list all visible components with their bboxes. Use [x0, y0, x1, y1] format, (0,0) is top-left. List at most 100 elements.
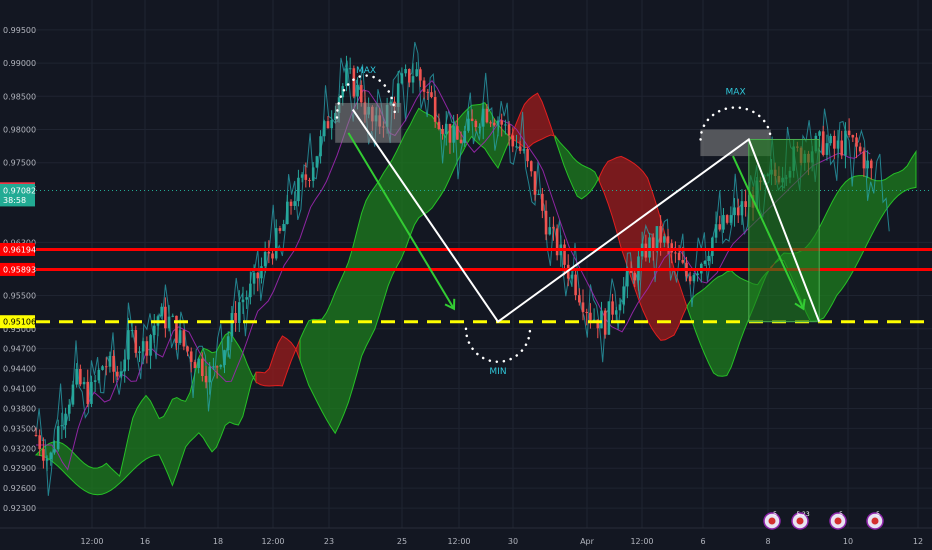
candle-bearish — [459, 139, 463, 143]
candle-bearish — [201, 358, 204, 377]
candle-bearish — [422, 80, 426, 92]
price-tick-label: 0.93200 — [3, 444, 36, 453]
candle-bullish — [626, 270, 629, 287]
candle-bearish — [611, 301, 614, 315]
candle-bullish — [319, 136, 322, 157]
price-tick-label: 0.92300 — [3, 504, 36, 513]
time-tick-label: 16 — [140, 537, 150, 546]
candle-bearish — [533, 171, 537, 195]
candle-bullish — [230, 313, 234, 337]
candle-bearish — [430, 92, 433, 98]
event-badges[interactable]: 5 5 23 5 5 — [763, 511, 884, 530]
candle-bearish — [858, 146, 862, 152]
candle-bullish — [119, 371, 123, 377]
lagging-span-line — [35, 41, 890, 496]
candle-bullish — [127, 330, 130, 360]
candle-bearish — [79, 368, 82, 385]
candle-bearish — [629, 270, 633, 273]
candle-bearish — [552, 227, 555, 229]
candle-bearish — [589, 312, 592, 321]
candle-bearish — [289, 201, 293, 206]
candle-bearish — [821, 131, 825, 155]
max-arc — [335, 74, 397, 119]
candle-bullish — [356, 85, 359, 97]
indicator-lines — [35, 41, 890, 496]
price-axis[interactable]: 0.99500 0.99000 0.98500 0.98000 0.97500 0.963… — [0, 26, 36, 513]
candle-bearish — [511, 135, 515, 147]
time-tick-label: 12:00 — [447, 537, 470, 546]
candle-bullish — [178, 330, 182, 343]
candle-bearish — [308, 179, 311, 181]
candle-bearish — [674, 252, 677, 254]
candle-bullish — [297, 177, 300, 202]
candle-bullish — [729, 215, 733, 223]
candle-bullish — [707, 255, 710, 261]
candle-bearish — [574, 274, 577, 296]
time-tick-label: Apr — [580, 537, 595, 546]
candle-bullish — [481, 108, 485, 127]
candle-bullish — [300, 174, 304, 178]
candle-bullish — [415, 69, 418, 77]
candle-bullish — [141, 341, 145, 352]
candle-bullish — [829, 135, 832, 144]
candle-bearish — [267, 251, 271, 254]
price-tick-label: 0.99000 — [3, 59, 36, 68]
candle-bearish — [851, 134, 855, 138]
candle-bearish — [736, 207, 740, 216]
candle-bullish — [152, 325, 156, 336]
candle-bullish — [75, 368, 78, 385]
candle-bearish — [847, 130, 851, 135]
candle-bullish — [293, 201, 297, 206]
candle-bearish — [407, 69, 411, 83]
candle-bullish — [825, 143, 829, 155]
candle-bullish — [53, 449, 56, 453]
candle-bearish — [419, 69, 422, 81]
candle-bullish — [212, 366, 215, 368]
base-line — [36, 79, 871, 471]
candle-bullish — [322, 121, 326, 137]
candle-bearish — [581, 302, 585, 312]
candle-bullish — [138, 351, 141, 353]
candle-bearish — [441, 128, 444, 134]
candle-bullish — [648, 237, 651, 258]
candle-bullish — [223, 350, 226, 366]
candle-bullish — [400, 73, 404, 84]
candle-bullish — [614, 310, 618, 315]
min-arc — [464, 327, 532, 364]
event-badge-count: 5 — [773, 511, 777, 518]
price-label-text: 0.95106 — [3, 318, 36, 327]
candle-bearish — [862, 151, 866, 169]
candle-bullish — [467, 118, 470, 131]
time-tick-label: 12:00 — [630, 537, 653, 546]
flag-icon — [768, 517, 776, 525]
candle-bearish — [688, 276, 692, 282]
candle-bullish — [101, 366, 104, 370]
event-badge-count: 5 23 — [796, 511, 810, 518]
price-tick-label: 0.98000 — [3, 126, 36, 135]
candle-bullish — [260, 266, 263, 279]
candle-bearish — [304, 174, 308, 180]
candle-bullish — [570, 274, 574, 279]
candle-bullish — [537, 193, 540, 195]
price-label-box — [0, 193, 35, 207]
candle-bullish — [82, 381, 86, 385]
candle-bullish — [45, 459, 49, 461]
candle-bullish — [56, 426, 60, 450]
candle-bearish — [526, 148, 529, 162]
price-label-text: 0.96194 — [3, 245, 36, 254]
candle-bearish — [651, 237, 655, 249]
price-label-box — [0, 315, 35, 329]
time-tick-label: 6 — [700, 537, 705, 546]
candle-bearish — [182, 330, 186, 347]
time-tick-label: 25 — [397, 537, 407, 546]
min-label: MIN — [489, 367, 506, 377]
candle-bearish — [426, 91, 430, 93]
candle-bullish — [67, 404, 71, 414]
time-tick-label: 12:00 — [261, 537, 284, 546]
candle-bearish — [38, 435, 41, 450]
candle-bearish — [86, 381, 90, 404]
price-tick-label: 0.99500 — [3, 26, 36, 35]
event-badge-count: 5 — [839, 511, 843, 518]
candle-bearish — [603, 310, 607, 335]
